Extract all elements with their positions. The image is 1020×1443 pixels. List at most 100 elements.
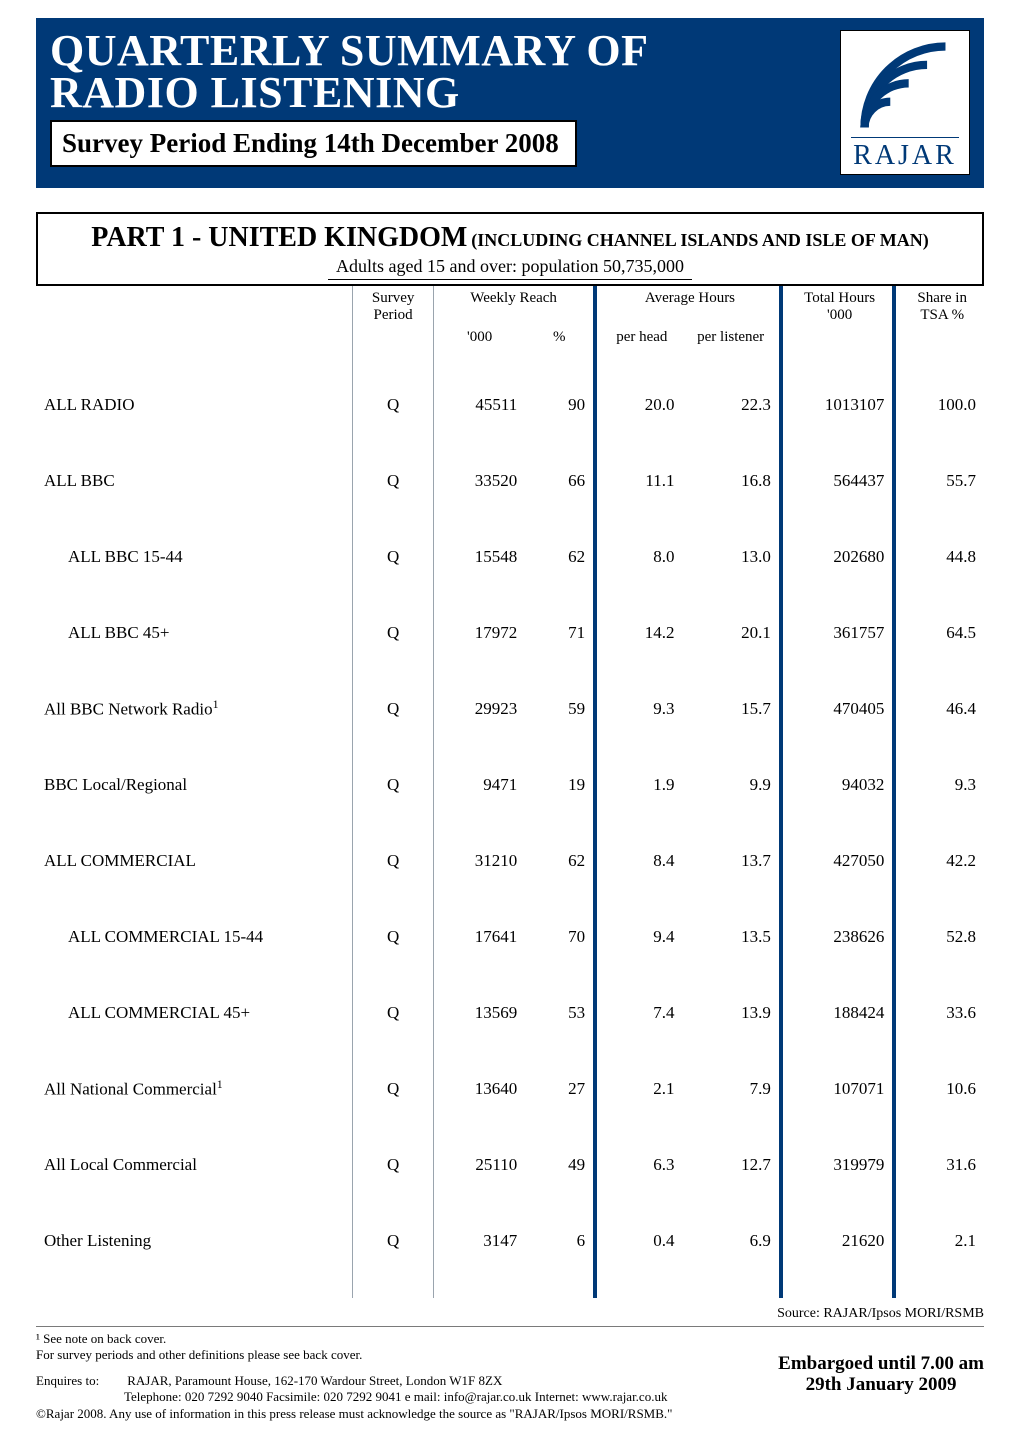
table-head: Survey Period Weekly Reach Average Hours… — [36, 286, 984, 348]
col-survey-period: Survey Period — [353, 286, 434, 325]
row-th000: 21620 — [781, 1222, 895, 1260]
row-wrpct: 59 — [525, 690, 595, 728]
rajar-logo-text: RAJAR — [851, 137, 959, 172]
row-th000: 319979 — [781, 1146, 895, 1184]
row-ahh: 11.1 — [595, 462, 682, 500]
table-row: All BBC Network Radio1Q29923599.315.7470… — [36, 690, 984, 728]
rajar-logo: RAJAR — [840, 30, 970, 175]
row-label: ALL BBC 45+ — [36, 614, 353, 652]
row-period: Q — [353, 614, 434, 652]
table-row: ALL RADIOQ455119020.022.31013107100.0 — [36, 386, 984, 424]
table-row: ALL COMMERCIALQ31210628.413.742705042.2 — [36, 842, 984, 880]
table-row: ALL COMMERCIAL 45+Q13569537.413.91884243… — [36, 994, 984, 1032]
row-label: ALL BBC — [36, 462, 353, 500]
row-ahh: 7.4 — [595, 994, 682, 1032]
enquires-label: Enquires to: — [36, 1373, 124, 1389]
col-total-hours: Total Hours '000 — [781, 286, 895, 325]
row-period: Q — [353, 842, 434, 880]
row-label: All Local Commercial — [36, 1146, 353, 1184]
row-label: Other Listening — [36, 1222, 353, 1260]
table-body: ALL RADIOQ455119020.022.31013107100.0 ALL… — [36, 348, 984, 1298]
row-th000: 564437 — [781, 462, 895, 500]
table-row: All Local CommercialQ25110496.312.731997… — [36, 1146, 984, 1184]
footnotes: ¹ See note on back cover. For survey per… — [36, 1326, 984, 1422]
survey-period-box: Survey Period Ending 14th December 2008 — [50, 120, 577, 167]
row-label: ALL COMMERCIAL 45+ — [36, 994, 353, 1032]
col-ah-head: per head — [595, 325, 682, 348]
col-average-hours: Average Hours — [595, 286, 781, 325]
row-wrpct: 62 — [525, 538, 595, 576]
row-wrpct: 66 — [525, 462, 595, 500]
gap-row — [36, 1108, 984, 1146]
row-tsa: 100.0 — [894, 386, 984, 424]
col-wr-000: '000 — [434, 325, 526, 348]
row-wr000: 25110 — [434, 1146, 526, 1184]
row-wrpct: 71 — [525, 614, 595, 652]
row-th000: 188424 — [781, 994, 895, 1032]
row-period: Q — [353, 994, 434, 1032]
row-wr000: 45511 — [434, 386, 526, 424]
gap-row — [36, 728, 984, 766]
row-label: ALL COMMERCIAL — [36, 842, 353, 880]
header-bar: QUARTERLY SUMMARY OF RADIO LISTENING Sur… — [36, 18, 984, 188]
row-ahl: 15.7 — [683, 690, 781, 728]
row-wrpct: 27 — [525, 1070, 595, 1108]
row-ahl: 9.9 — [683, 766, 781, 804]
row-period: Q — [353, 1222, 434, 1260]
row-ahl: 13.5 — [683, 918, 781, 956]
row-tsa: 2.1 — [894, 1222, 984, 1260]
row-ahl: 22.3 — [683, 386, 781, 424]
row-tsa: 44.8 — [894, 538, 984, 576]
row-label: All National Commercial1 — [36, 1070, 353, 1108]
table-row: All National Commercial1Q13640272.17.910… — [36, 1070, 984, 1108]
row-th000: 202680 — [781, 538, 895, 576]
listening-table: Survey Period Weekly Reach Average Hours… — [36, 286, 984, 1298]
gap-row — [36, 804, 984, 842]
row-th000: 427050 — [781, 842, 895, 880]
row-tsa: 52.8 — [894, 918, 984, 956]
row-period: Q — [353, 386, 434, 424]
row-ahh: 2.1 — [595, 1070, 682, 1108]
row-tsa: 9.3 — [894, 766, 984, 804]
row-wr000: 29923 — [434, 690, 526, 728]
col-ah-listener: per listener — [683, 325, 781, 348]
gap-row — [36, 500, 984, 538]
copyright-line: ©Rajar 2008. Any use of information in t… — [36, 1406, 984, 1422]
row-wr000: 17641 — [434, 918, 526, 956]
row-wrpct: 70 — [525, 918, 595, 956]
row-ahl: 13.9 — [683, 994, 781, 1032]
table-row: ALL BBCQ335206611.116.856443755.7 — [36, 462, 984, 500]
row-wrpct: 90 — [525, 386, 595, 424]
row-wr000: 3147 — [434, 1222, 526, 1260]
row-period: Q — [353, 918, 434, 956]
gap-row — [36, 956, 984, 994]
row-wr000: 15548 — [434, 538, 526, 576]
row-period: Q — [353, 462, 434, 500]
row-ahh: 14.2 — [595, 614, 682, 652]
rajar-logo-icon — [858, 41, 952, 133]
row-th000: 238626 — [781, 918, 895, 956]
row-wr000: 13569 — [434, 994, 526, 1032]
row-ahh: 9.4 — [595, 918, 682, 956]
source-line: Source: RAJAR/Ipsos MORI/RSMB — [36, 1306, 984, 1322]
row-wr000: 31210 — [434, 842, 526, 880]
row-ahl: 6.9 — [683, 1222, 781, 1260]
row-wr000: 33520 — [434, 462, 526, 500]
gap-row — [36, 1184, 984, 1222]
table-row: ALL BBC 15-44Q15548628.013.020268044.8 — [36, 538, 984, 576]
row-wrpct: 62 — [525, 842, 595, 880]
row-ahl: 13.0 — [683, 538, 781, 576]
part1-title-main: PART 1 - UNITED KINGDOM — [91, 222, 467, 253]
row-tsa: 64.5 — [894, 614, 984, 652]
part1-title-box: PART 1 - UNITED KINGDOM (INCLUDING CHANN… — [36, 212, 984, 286]
row-period: Q — [353, 1146, 434, 1184]
row-ahl: 12.7 — [683, 1146, 781, 1184]
row-wr000: 17972 — [434, 614, 526, 652]
row-wr000: 9471 — [434, 766, 526, 804]
row-period: Q — [353, 1070, 434, 1108]
row-ahh: 8.0 — [595, 538, 682, 576]
row-wrpct: 6 — [525, 1222, 595, 1260]
gap-row — [36, 424, 984, 462]
gap-row — [36, 880, 984, 918]
table-row: Other ListeningQ314760.46.9216202.1 — [36, 1222, 984, 1260]
